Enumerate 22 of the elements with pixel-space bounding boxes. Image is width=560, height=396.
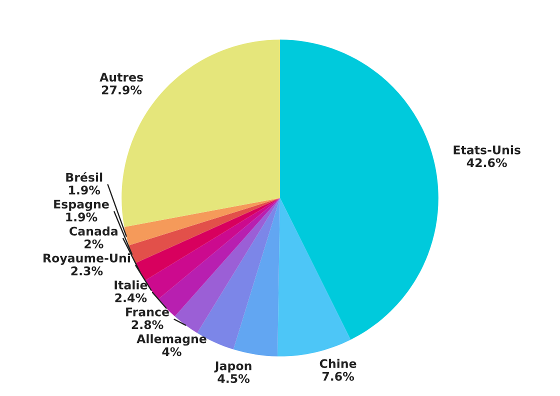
data-label: 4% <box>162 347 182 356</box>
slice-label: Italie <box>114 280 148 290</box>
slice-label: Allemagne <box>136 334 206 346</box>
data-label: 7.6% <box>322 372 354 381</box>
data-label: 4.5% <box>218 374 250 384</box>
slice-label: Canada <box>70 226 118 236</box>
data-label: 42.6% <box>466 158 507 168</box>
slice-label: Espagne <box>54 200 109 211</box>
slice-label: Autres <box>100 72 144 82</box>
data-label: 1.9% <box>66 212 98 222</box>
slice-label: Chine <box>320 358 356 368</box>
slice-label: France <box>126 308 169 316</box>
data-label: 1.9% <box>69 186 100 195</box>
slice-label: Etats-Unis <box>454 145 520 154</box>
slice-label: Royaume-Uni <box>44 253 130 265</box>
data-label: 2.3% <box>71 266 103 276</box>
data-label: 27.9% <box>102 85 142 94</box>
data-label: 2.4% <box>115 293 147 302</box>
data-label: 2.8% <box>132 320 164 330</box>
slice-label: Brésil <box>66 172 102 182</box>
slice-label: Japon <box>214 361 252 373</box>
data-label: 2% <box>84 239 104 248</box>
